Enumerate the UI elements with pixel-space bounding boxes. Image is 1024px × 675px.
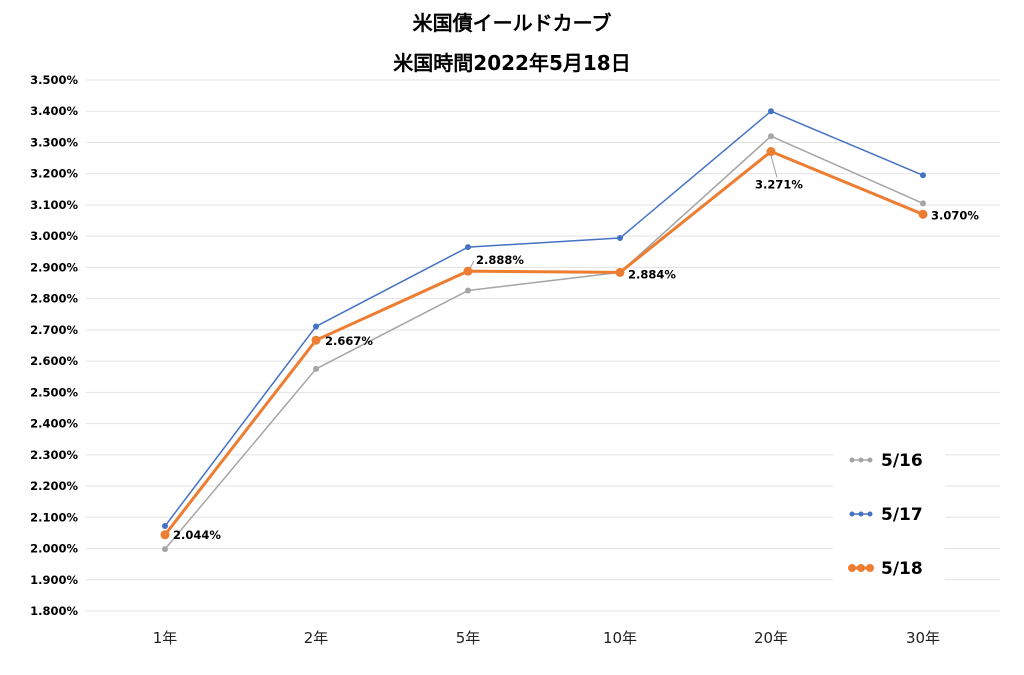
- y-tick-label: 3.100%: [30, 198, 78, 212]
- data-labels: 2.044% 2.667% 2.888% 2.884% 3.271% 3.070%: [173, 155, 979, 542]
- data-label: 2.884%: [628, 267, 676, 281]
- y-tick-label: 2.600%: [30, 354, 78, 368]
- series-lines: [160, 108, 928, 553]
- data-point: [617, 235, 623, 242]
- y-tick-label: 3.400%: [30, 104, 78, 118]
- legend-swatch-marker: [866, 564, 874, 572]
- x-tick-label: 2年: [304, 629, 329, 647]
- y-axis-ticks: 1.800% 1.900% 2.000% 2.100% 2.200% 2.300% 2.40…: [30, 73, 78, 618]
- x-axis-ticks: 1年 2年 5年 10年 20年 30年: [153, 629, 940, 647]
- legend-swatch-marker: [849, 457, 855, 463]
- y-tick-label: 2.200%: [30, 479, 78, 493]
- y-tick-label: 2.000%: [30, 542, 78, 556]
- legend-label: 5/16: [881, 451, 923, 471]
- leader-line: [770, 155, 778, 178]
- gridlines: [86, 79, 1000, 612]
- data-point: [920, 172, 926, 179]
- y-tick-label: 3.000%: [30, 229, 78, 243]
- data-point: [313, 323, 319, 330]
- legend-swatch-marker: [858, 457, 864, 463]
- legend-swatch-marker: [867, 457, 873, 463]
- data-point: [768, 133, 774, 140]
- data-point: [465, 244, 471, 251]
- legend: 5/16 5/17 5/18: [833, 438, 945, 588]
- legend-swatch-marker: [858, 511, 864, 517]
- y-tick-label: 2.800%: [30, 292, 78, 306]
- data-point: [768, 108, 774, 115]
- y-tick-label: 2.900%: [30, 260, 78, 274]
- x-tick-label: 5年: [456, 629, 481, 647]
- y-tick-label: 1.800%: [30, 604, 78, 618]
- data-label: 2.888%: [476, 253, 524, 267]
- y-tick-label: 2.500%: [30, 385, 78, 399]
- data-point: [920, 200, 926, 207]
- series-line-5-16: [164, 135, 924, 550]
- chart-subtitle: 米国時間2022年5月18日: [393, 51, 630, 75]
- y-tick-label: 2.100%: [30, 510, 78, 524]
- y-tick-label: 3.200%: [30, 167, 78, 181]
- chart-title: 米国債イールドカーブ: [413, 11, 612, 35]
- data-point: [162, 523, 168, 530]
- legend-label: 5/17: [881, 505, 923, 525]
- data-point: [918, 209, 928, 219]
- data-point: [766, 147, 776, 157]
- data-label: 3.271%: [755, 178, 803, 192]
- legend-swatch-marker: [848, 564, 856, 572]
- y-tick-label: 3.300%: [30, 135, 78, 149]
- data-label: 2.667%: [325, 334, 373, 348]
- data-point: [615, 267, 625, 277]
- y-tick-label: 1.900%: [30, 573, 78, 587]
- data-point: [162, 546, 168, 553]
- y-tick-label: 2.400%: [30, 417, 78, 431]
- y-tick-label: 2.700%: [30, 323, 78, 337]
- y-tick-label: 2.300%: [30, 448, 78, 462]
- x-tick-label: 1年: [153, 629, 178, 647]
- legend-label: 5/18: [881, 559, 923, 579]
- x-tick-label: 20年: [754, 629, 788, 647]
- x-tick-label: 30年: [906, 629, 940, 647]
- data-point: [463, 266, 473, 276]
- data-point: [313, 365, 319, 372]
- data-point: [160, 530, 170, 540]
- data-label: 2.044%: [173, 528, 221, 542]
- legend-swatch-marker: [857, 564, 865, 572]
- series-line-5-18: [163, 150, 924, 536]
- data-point: [311, 335, 321, 345]
- y-tick-label: 3.500%: [30, 73, 78, 87]
- series-line-5-17: [164, 110, 924, 527]
- legend-swatch-marker: [849, 511, 855, 517]
- data-label: 3.070%: [931, 208, 979, 222]
- data-point: [465, 287, 471, 294]
- legend-swatch-marker: [867, 511, 873, 517]
- leader-line: [469, 260, 475, 269]
- x-tick-label: 10年: [603, 629, 637, 647]
